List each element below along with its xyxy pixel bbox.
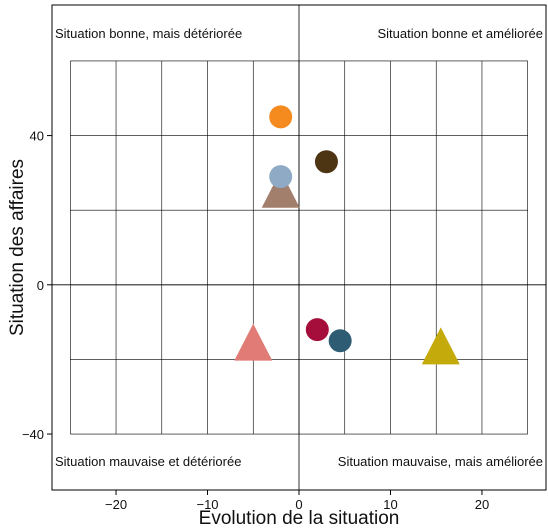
quadrant-label-bottom-left: Situation mauvaise et détériorée [55, 454, 241, 469]
y-tick-label: −40 [22, 427, 44, 442]
y-axis-title: Situation des affaires [7, 159, 28, 336]
axis-ticks: −20 −10 0 10 20 −40 0 40 [22, 129, 489, 512]
x-axis-title: Evolution de la situation [199, 508, 400, 529]
y-tick-label: 40 [30, 129, 44, 144]
x-tick-label: −20 [105, 497, 127, 512]
x-tick-label: 0 [295, 497, 302, 512]
quadrant-label-top-right: Situation bonne et améliorée [377, 26, 543, 41]
data-points [234, 105, 460, 365]
quadrant-label-bottom-right: Situation mauvaise, mais améliorée [338, 454, 543, 469]
x-tick-label: 20 [475, 497, 489, 512]
circle-point [305, 318, 329, 342]
triangle-point [261, 170, 300, 208]
grid [52, 5, 546, 490]
triangle-point [421, 327, 460, 365]
quadrant-label-top-left: Situation bonne, mais détériorée [55, 26, 242, 41]
circle-point [328, 329, 352, 353]
x-tick-label: 10 [383, 497, 397, 512]
triangle-point [234, 323, 273, 361]
circle-point [314, 150, 338, 174]
circle-point [269, 105, 293, 129]
y-tick-label: 0 [37, 278, 44, 293]
circle-point [269, 165, 293, 189]
x-tick-label: −10 [196, 497, 218, 512]
